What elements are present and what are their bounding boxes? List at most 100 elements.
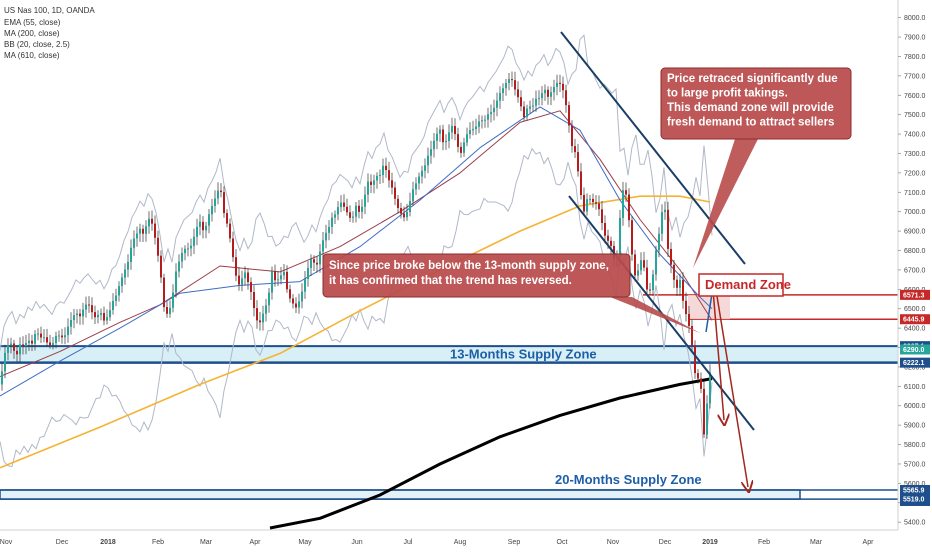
y-tick-label: 6400.0 <box>904 326 926 333</box>
candle-body <box>121 277 123 287</box>
candle-body <box>412 189 414 202</box>
candle-body <box>193 236 195 246</box>
x-tick-label: Nov <box>0 539 13 546</box>
y-tick-label: 6900.0 <box>904 229 926 236</box>
x-tick-label: May <box>298 539 312 546</box>
candle-body <box>310 259 312 268</box>
candle-body <box>46 337 48 343</box>
candle-body <box>415 183 417 190</box>
x-tick-label: Dec <box>659 539 672 546</box>
y-tick-label: 7200.0 <box>904 170 926 177</box>
candle-body <box>640 260 642 271</box>
candle-body <box>577 152 579 172</box>
candle-body <box>40 333 42 338</box>
arrow-down-2 <box>715 289 748 487</box>
candle-body <box>97 314 99 318</box>
candle-body <box>274 271 276 281</box>
candle-body <box>82 309 84 317</box>
candle-body <box>580 171 582 195</box>
candle-body <box>247 272 249 283</box>
candle-body <box>358 205 360 212</box>
candle-body <box>700 378 702 389</box>
candle-body <box>331 217 333 227</box>
candle-body <box>619 217 621 258</box>
y-tick-label: 5400.0 <box>904 520 926 527</box>
candle-body <box>76 313 78 316</box>
candle-body <box>199 221 201 227</box>
candle-body <box>337 207 339 215</box>
candle-body <box>208 214 210 226</box>
candle-body <box>13 343 15 351</box>
candle-body <box>304 279 306 292</box>
candle-body <box>475 126 477 129</box>
candle-body <box>496 100 498 108</box>
candle-body <box>529 106 531 109</box>
candle-body <box>442 129 444 143</box>
candle-body <box>133 238 135 248</box>
candle-body <box>394 187 396 199</box>
callout-1-line: Price retraced significantly due <box>667 73 838 85</box>
candle-body <box>649 289 651 291</box>
candle-body <box>190 245 192 249</box>
callout-2-box <box>322 253 631 298</box>
candle-body <box>343 202 345 207</box>
candle-body <box>265 305 267 314</box>
candle-body <box>31 340 33 344</box>
candle-body <box>520 97 522 107</box>
candle-body <box>55 335 57 344</box>
candle-body <box>214 198 216 206</box>
price-tag-label: 6445.9 <box>903 317 925 324</box>
price-tag <box>900 314 930 325</box>
y-tick-label: 7900.0 <box>904 35 926 42</box>
candle-body <box>67 326 69 336</box>
candle-body <box>253 292 255 309</box>
demand-zone-label-box <box>698 273 784 297</box>
candle-body <box>181 253 183 262</box>
candle-body <box>490 112 492 115</box>
candle-body <box>472 129 474 131</box>
candle-body <box>589 198 591 200</box>
candle-body <box>610 240 612 246</box>
candle-body <box>1 371 3 385</box>
candle-body <box>502 88 504 93</box>
candle-body <box>202 221 204 231</box>
candle-body <box>25 343 27 347</box>
candle-body <box>676 279 678 288</box>
candle-body <box>559 82 561 84</box>
candle-body <box>184 248 186 254</box>
candle-body <box>478 121 480 127</box>
candle-body <box>370 181 372 185</box>
candle-body <box>586 199 588 212</box>
candle-body <box>562 83 564 91</box>
candle-body <box>289 289 291 299</box>
candle-body <box>628 194 630 221</box>
candle-body <box>550 92 552 97</box>
candle-body <box>703 388 705 435</box>
candle-body <box>634 254 636 276</box>
x-tick-label: Mar <box>810 539 823 546</box>
price-tag-label: 6571.3 <box>903 292 925 299</box>
candle-body <box>373 180 375 185</box>
candle-body <box>364 194 366 207</box>
candle-body <box>445 141 447 143</box>
candle-body <box>256 308 258 321</box>
candle-body <box>421 170 423 177</box>
candle-body <box>598 203 600 210</box>
candle-body <box>601 209 603 223</box>
candle-body <box>334 214 336 218</box>
candle-body <box>565 90 567 106</box>
candle-body <box>340 202 342 208</box>
candle-body <box>346 206 348 213</box>
candle-body <box>379 175 381 176</box>
candle-body <box>643 260 645 268</box>
candle-body <box>661 212 663 234</box>
indicator-legend-item: BB (20, close, 2.5) <box>4 40 70 49</box>
x-tick-label: Feb <box>758 539 770 546</box>
callout-2-line: it has confirmed that the trend has reve… <box>329 275 572 287</box>
candle-body <box>382 165 384 175</box>
price-tag <box>900 289 930 300</box>
candle-body <box>484 119 486 121</box>
candle-body <box>400 208 402 214</box>
